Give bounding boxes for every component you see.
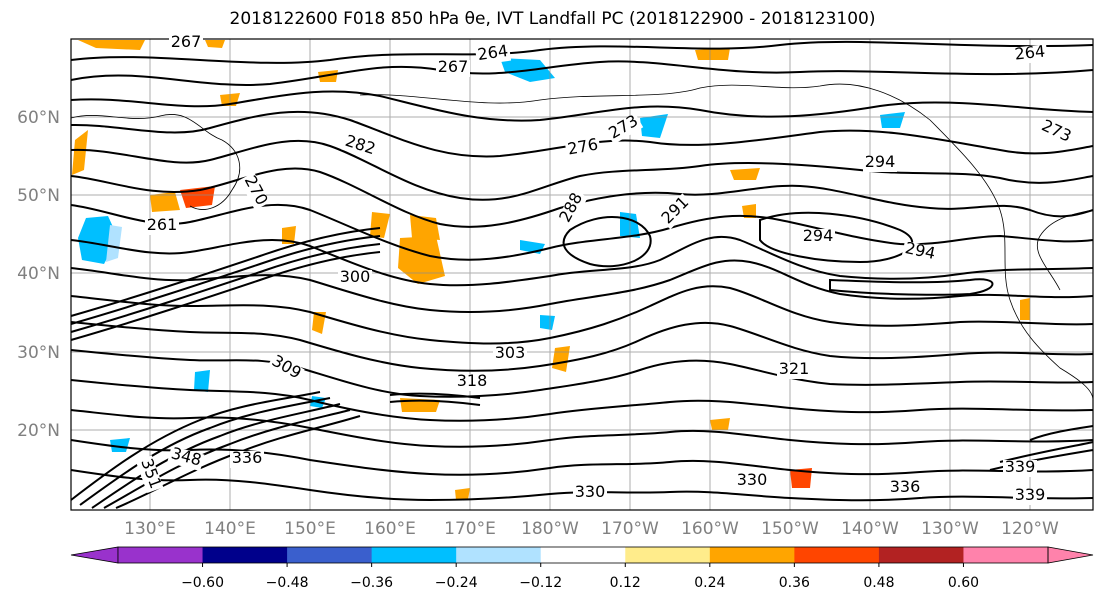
colorbar-extend-max <box>1047 546 1094 564</box>
colorbar-segment <box>118 547 204 563</box>
contour-label: 294 <box>803 226 834 245</box>
contour-label: 264 <box>1014 41 1046 63</box>
colorbar-segment <box>794 547 880 563</box>
longitude-labels: 130°E 140°E 150°E 160°E 170°E 180°W 170°W 160°W… <box>124 519 1059 539</box>
colorbar-segment <box>540 547 626 563</box>
colorbar-segment <box>709 547 795 563</box>
contour-label: 339 <box>1005 457 1036 476</box>
contour-label: 303 <box>495 343 526 362</box>
contour-label: 264 <box>476 41 509 64</box>
contour-label: 318 <box>457 371 488 390</box>
colorbar-segment <box>963 547 1049 563</box>
latitude-label: 60°N <box>17 108 60 128</box>
latitude-labels: 60°N 50°N 40°N 30°N 20°N <box>17 108 60 441</box>
contour-label: 294 <box>865 152 896 171</box>
contour-label: 267 <box>171 32 202 51</box>
colorbar-segment <box>287 547 373 563</box>
map-frame <box>70 38 1094 511</box>
colorbar-extend-min <box>70 546 119 564</box>
contour-label: 330 <box>575 482 606 501</box>
latitude-label: 50°N <box>17 186 60 206</box>
colorbar-tick-label: −0.24 <box>435 575 478 591</box>
longitude-label: 150°W <box>761 519 819 539</box>
colorbar-segment <box>878 547 964 563</box>
latitude-label: 30°N <box>17 343 60 363</box>
colorbar-tick-label: −0.48 <box>266 575 309 591</box>
colorbar-tick-label: −0.36 <box>350 575 393 591</box>
colorbar-tick-label: 0.48 <box>863 575 894 591</box>
longitude-label: 180°W <box>521 519 579 539</box>
contour-label: 267 <box>438 57 469 76</box>
longitude-label: 130°W <box>921 519 979 539</box>
colorbar-tick-label: 0.24 <box>694 575 725 591</box>
latitude-label: 40°N <box>17 264 60 284</box>
colorbar-segment <box>202 547 288 563</box>
longitude-label: 140°E <box>204 519 256 539</box>
colorbar-segment <box>625 547 711 563</box>
longitude-label: 170°W <box>601 519 659 539</box>
contour-label: 330 <box>737 470 768 489</box>
latitude-label: 20°N <box>17 421 60 441</box>
map-title: 2018122600 F018 850 hPa θe, IVT Landfall… <box>229 9 876 29</box>
longitude-label: 120°W <box>1001 519 1059 539</box>
contour-label: 336 <box>890 477 921 496</box>
colorbar-segment <box>371 547 457 563</box>
contour-label: 339 <box>1015 485 1046 504</box>
contour-label: 321 <box>779 359 810 378</box>
longitude-label: 160°E <box>364 519 416 539</box>
longitude-label: 150°E <box>284 519 336 539</box>
colorbar-tick-label: −0.60 <box>181 575 224 591</box>
colorbar-segment <box>456 547 542 563</box>
longitude-label: 140°W <box>841 519 899 539</box>
colorbar-tick-label: 0.36 <box>779 575 810 591</box>
colorbar-tick-label: 0.60 <box>948 575 979 591</box>
longitude-label: 160°W <box>681 519 739 539</box>
colorbar-ticks: −0.60 −0.48 −0.36 −0.24 −0.12 0.12 0.24 0.36 0.4… <box>181 563 979 591</box>
contour-label: 300 <box>340 267 371 286</box>
colorbar-tick-label: −0.12 <box>519 575 562 591</box>
contour-label: 261 <box>147 215 178 234</box>
longitude-label: 130°E <box>124 519 176 539</box>
longitude-label: 170°E <box>444 519 496 539</box>
colorbar <box>70 546 1094 564</box>
contour-label: 336 <box>232 448 263 467</box>
map-area <box>71 39 1093 510</box>
colorbar-tick-label: 0.12 <box>610 575 641 591</box>
